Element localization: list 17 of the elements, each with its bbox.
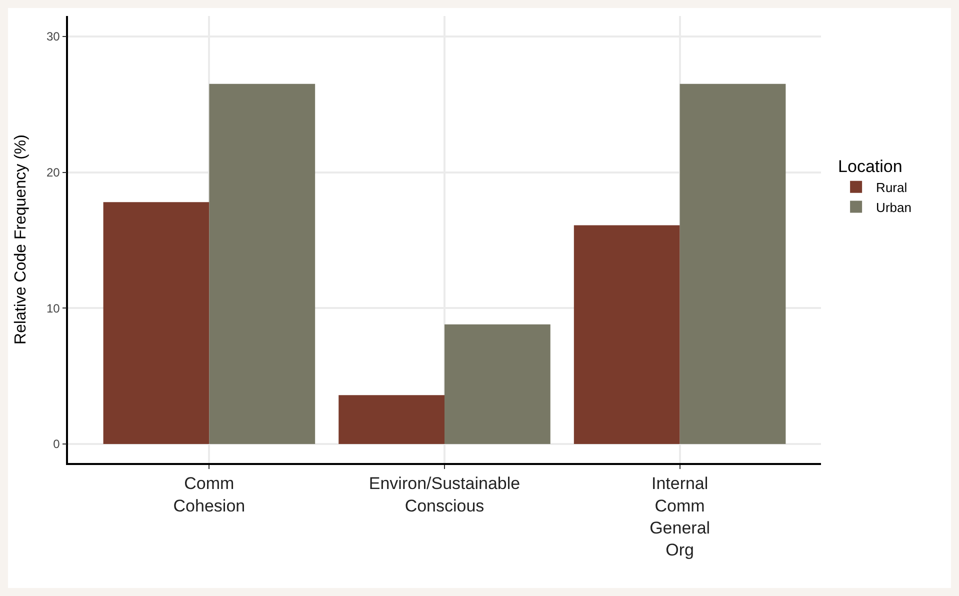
bar [209,84,316,444]
y-tick-label: 30 [46,30,60,44]
y-axis-title: Relative Code Frequency (%) [12,134,30,344]
y-tick-label: 0 [53,437,60,452]
bar [680,84,786,444]
bar [338,395,444,444]
y-tick-label: 20 [46,165,60,180]
legend-title: Location [838,156,902,176]
bar [103,202,210,444]
bar [574,225,680,444]
legend-label: Rural [876,180,908,195]
x-tick-label: Environ/Sustainable Conscious [368,474,520,516]
bar [444,324,550,444]
x-tick-label: Comm Cohesion [173,474,246,516]
legend-label: Urban [876,200,912,215]
x-tick-label: Internal Comm General Org [650,474,710,560]
y-tick-label: 10 [46,301,60,316]
